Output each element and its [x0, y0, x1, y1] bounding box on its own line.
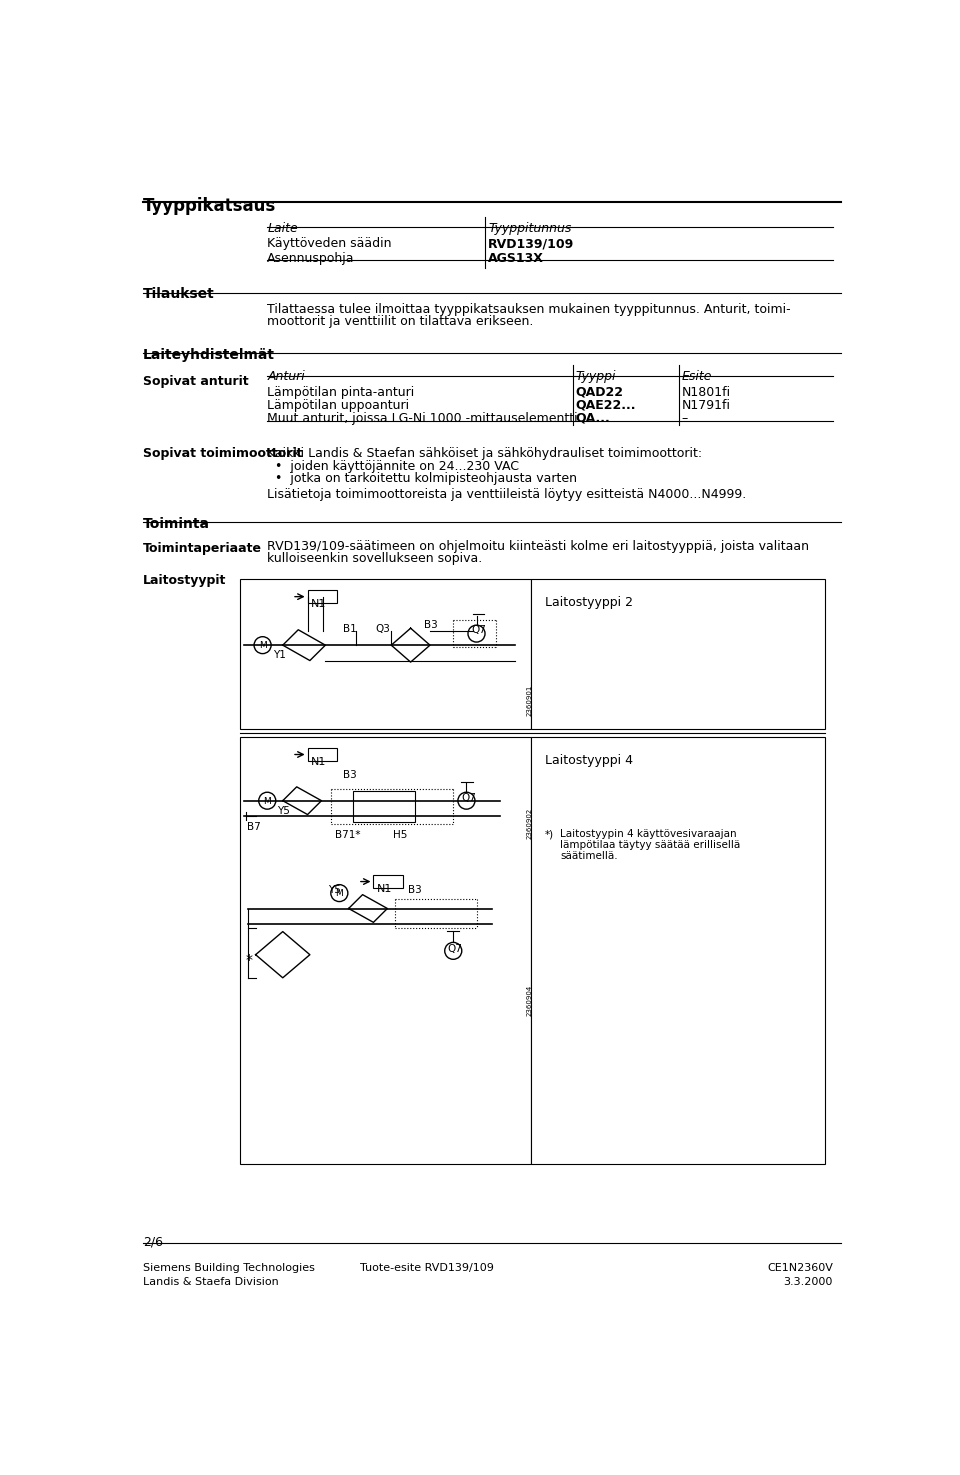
Text: Q7: Q7 [447, 944, 463, 954]
Text: Y5: Y5 [277, 807, 290, 816]
Text: säätimellä.: säätimellä. [561, 851, 618, 861]
Text: M: M [335, 889, 344, 898]
Text: N1: N1 [311, 599, 326, 609]
Bar [352, 792, 415, 822]
Text: Lämpötilan uppoanturi: Lämpötilan uppoanturi [267, 398, 409, 412]
Text: H5: H5 [393, 830, 407, 839]
Text: 2360902: 2360902 [526, 808, 532, 839]
Text: Lämpötilan pinta-anturi: Lämpötilan pinta-anturi [267, 385, 415, 398]
Text: Q7: Q7 [471, 625, 486, 636]
Text: Lisätietoja toimimoottoreista ja venttiileistä löytyy esitteistä N4000...N4999.: Lisätietoja toimimoottoreista ja venttii… [267, 488, 747, 502]
Text: 2360904: 2360904 [526, 985, 532, 1016]
Text: 2360901: 2360901 [526, 684, 532, 715]
Text: Laitostyyppi 2: Laitostyyppi 2 [544, 596, 633, 609]
Text: moottorit ja venttiilit on tilattava erikseen.: moottorit ja venttiilit on tilattava eri… [267, 314, 534, 327]
Text: •  jotka on tarkoitettu kolmipisteohjausta varten: • jotka on tarkoitettu kolmipisteohjaust… [275, 472, 577, 485]
Text: Y5: Y5 [327, 885, 341, 895]
Bar [307, 748, 337, 761]
Text: Tilattaessa tulee ilmoittaa tyyppikatsauksen mukainen tyyppitunnus. Anturit, toi: Tilattaessa tulee ilmoittaa tyyppikatsau… [267, 302, 791, 316]
Text: 2/6: 2/6 [143, 1236, 163, 1249]
Text: Esite: Esite [682, 370, 712, 384]
Text: N1: N1 [376, 884, 392, 894]
Text: B3: B3 [344, 770, 357, 780]
Text: RVD139/109-säätimeen on ohjelmoitu kiinteästi kolme eri laitostyyppiä, joista va: RVD139/109-säätimeen on ohjelmoitu kiint… [267, 540, 809, 553]
Text: Siemens Building Technologies: Siemens Building Technologies [143, 1263, 315, 1273]
Text: Laitostyypin 4 käyttövesivaraajan: Laitostyypin 4 käyttövesivaraajan [561, 829, 737, 839]
Text: Muut anturit, joissa LG-Ni 1000 -mittauselementti: Muut anturit, joissa LG-Ni 1000 -mittaus… [267, 412, 578, 425]
Text: Laiteyhdistelmät: Laiteyhdistelmät [143, 348, 276, 361]
Text: Landis & Staefa Division: Landis & Staefa Division [143, 1276, 279, 1286]
Text: kulloiseenkin sovellukseen sopiva.: kulloiseenkin sovellukseen sopiva. [267, 552, 483, 565]
Text: QA...: QA... [576, 412, 611, 425]
Text: N1801fi: N1801fi [682, 385, 731, 398]
Text: lämpötilaa täytyy säätää erillisellä: lämpötilaa täytyy säätää erillisellä [561, 839, 740, 850]
Text: Q7: Q7 [461, 794, 476, 802]
Text: Tyyppi: Tyyppi [576, 370, 616, 384]
Text: –: – [682, 412, 688, 425]
Text: Kaikki Landis & Staefan sähköiset ja sähköhydrauliset toimimoottorit:: Kaikki Landis & Staefan sähköiset ja säh… [267, 447, 703, 460]
Text: Toimintaperiaate: Toimintaperiaate [143, 541, 262, 555]
Text: •  joiden käyttöjännite on 24...230 VAC: • joiden käyttöjännite on 24...230 VAC [275, 460, 519, 472]
Text: M: M [263, 796, 271, 805]
Bar [373, 875, 403, 888]
Text: Asennuspohja: Asennuspohja [267, 252, 355, 264]
Text: Laite: Laite [267, 221, 298, 235]
Text: B3: B3 [423, 620, 438, 630]
Text: QAE22...: QAE22... [576, 398, 636, 412]
Text: 3.3.2000: 3.3.2000 [783, 1276, 833, 1286]
Text: AGS13X: AGS13X [488, 252, 544, 264]
Text: M: M [259, 642, 267, 650]
Text: B3: B3 [408, 885, 422, 895]
Text: Tyyppitunnus: Tyyppitunnus [488, 221, 571, 235]
Text: Tuote-esite RVD139/109: Tuote-esite RVD139/109 [360, 1263, 494, 1273]
Text: Toiminta: Toiminta [143, 516, 210, 531]
Text: QAD22: QAD22 [576, 385, 624, 398]
Text: Käyttöveden säädin: Käyttöveden säädin [267, 237, 392, 251]
Bar [531, 580, 826, 729]
Text: Q3: Q3 [375, 624, 391, 634]
Bar [240, 580, 531, 729]
Bar [531, 738, 826, 1164]
Text: B7: B7 [247, 822, 261, 832]
Text: CE1N2360V: CE1N2360V [767, 1263, 833, 1273]
Text: B71*: B71* [335, 830, 361, 839]
Text: Tilaukset: Tilaukset [143, 288, 215, 301]
Text: Sopivat anturit: Sopivat anturit [143, 375, 249, 388]
Text: Sopivat toimimoottorit: Sopivat toimimoottorit [143, 447, 302, 460]
Text: Anturi: Anturi [267, 370, 305, 384]
Text: RVD139/109: RVD139/109 [488, 237, 574, 251]
Text: N1: N1 [311, 757, 326, 767]
Bar [307, 590, 337, 603]
Text: N1791fi: N1791fi [682, 398, 731, 412]
Text: Tyyppikatsaus: Tyyppikatsaus [143, 198, 276, 215]
Text: *): *) [544, 829, 554, 839]
Text: *: * [246, 953, 252, 968]
Text: B1: B1 [344, 624, 357, 634]
Bar [240, 738, 531, 1164]
Text: Laitostyypit: Laitostyypit [143, 574, 227, 587]
Text: Laitostyyppi 4: Laitostyyppi 4 [544, 754, 633, 767]
Text: Y1: Y1 [273, 650, 285, 659]
